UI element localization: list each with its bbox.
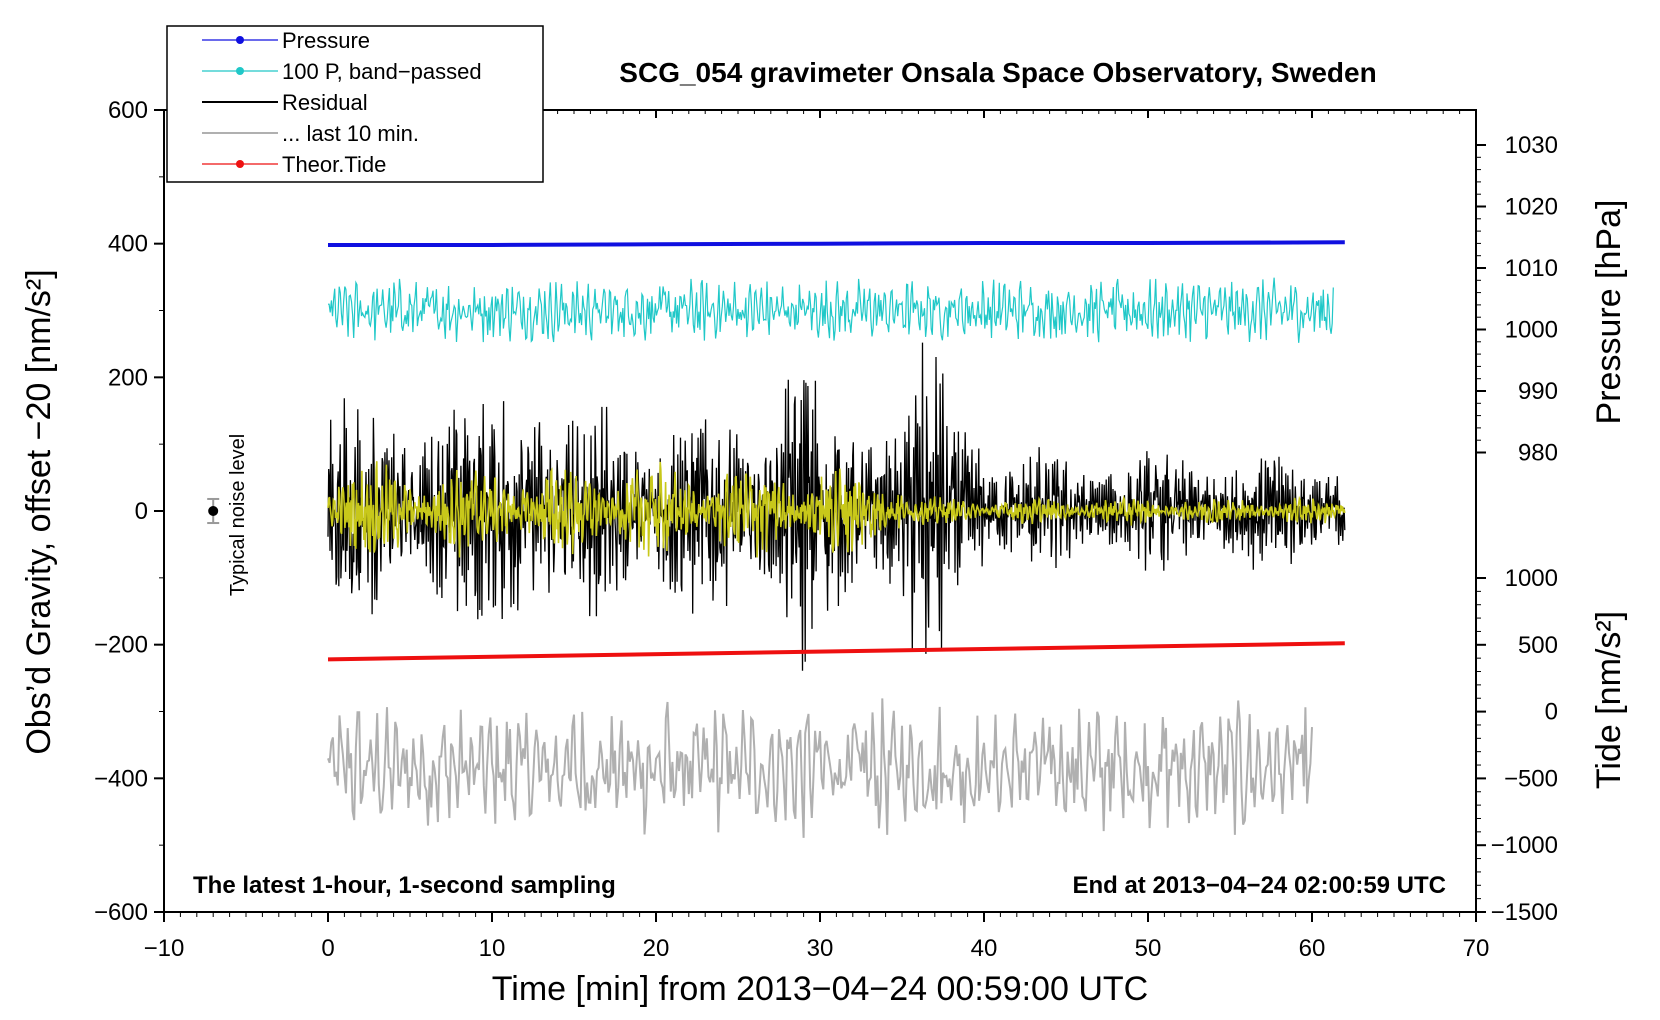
legend: Pressure 100 P, band−passed Residual ... la… [166,25,544,183]
tide-tick-label: 0 [1545,699,1558,726]
legend-marker [236,67,244,75]
series-bandpassed-pressure [328,277,1334,343]
series-pressure [328,240,1345,247]
x-tick-label: −10 [144,935,185,962]
x-tick-labels: −10 0 10 20 30 40 50 60 70 [144,935,1490,962]
series-theoretical-tide [327,641,1345,662]
y-axis-title-tide: Tide [nm/s²] [1590,611,1628,789]
x-tick-label: 20 [643,935,670,962]
pressure-tick-labels: 1030 1020 1010 1000 990 980 [1505,132,1558,467]
noise-dot [208,506,219,516]
y-tick-label: −400 [94,765,148,792]
series-last-10-min [327,698,1313,838]
pressure-tick-label: 1030 [1505,132,1558,159]
y-tick-label: 400 [108,231,148,258]
series-group [327,240,1346,838]
x-tick-label: 10 [479,935,506,962]
noise-indicator [207,497,220,525]
tide-tick-label: 500 [1518,632,1558,659]
x-tick-label: 70 [1463,935,1490,962]
pressure-tick-label: 1020 [1505,194,1558,221]
x-tick-label: 0 [321,935,334,962]
y-axis-title-left: Obs’d Gravity, offset −20 [nm/s²] [20,269,58,754]
tide-tick-label: 1000 [1505,565,1558,592]
legend-label: Theor.Tide [282,152,386,177]
chart-title: SCG_054 gravimeter Onsala Space Observat… [619,57,1376,88]
legend-marker [236,36,244,44]
legend-box [166,25,544,183]
y-tick-label: 0 [135,498,148,525]
x-axis-title: Time [min] from 2013−04−24 00:59:00 UTC [492,970,1148,1008]
x-tick-label: 40 [971,935,998,962]
y-axis-title-pressure: Pressure [hPa] [1590,200,1628,425]
x-tick-label: 30 [807,935,834,962]
y-tick-label: −200 [94,632,148,659]
tide-tick-label: −1000 [1491,832,1558,859]
y-tick-label: 200 [108,364,148,391]
pressure-tick-label: 1010 [1505,255,1558,282]
annotation-right: End at 2013−04−24 02:00:59 UTC [1072,872,1446,899]
x-tick-label: 60 [1299,935,1326,962]
series-residual-smoothed [327,461,1346,558]
tide-tick-labels: 1000 500 0 −500 −1000 −1500 [1491,565,1558,926]
tide-tick-label: −1500 [1491,899,1558,926]
pressure-tick-label: 980 [1518,440,1558,467]
y-tick-labels: 600 400 200 0 −200 −400 −600 [94,97,148,926]
x-tick-label: 50 [1135,935,1162,962]
legend-marker [236,160,244,168]
legend-label: Residual [282,90,368,115]
y-tick-label: −600 [94,899,148,926]
legend-label: 100 P, band−passed [282,59,482,84]
tide-tick-label: −500 [1504,765,1558,792]
y-tick-label: 600 [108,97,148,124]
noise-label: Typical noise level [227,434,249,596]
pressure-tick-label: 1000 [1505,317,1558,344]
pressure-tick-label: 990 [1518,378,1558,405]
legend-label: ... last 10 min. [282,121,419,146]
annotation-left: The latest 1-hour, 1-second sampling [193,872,616,899]
legend-label: Pressure [282,28,370,53]
